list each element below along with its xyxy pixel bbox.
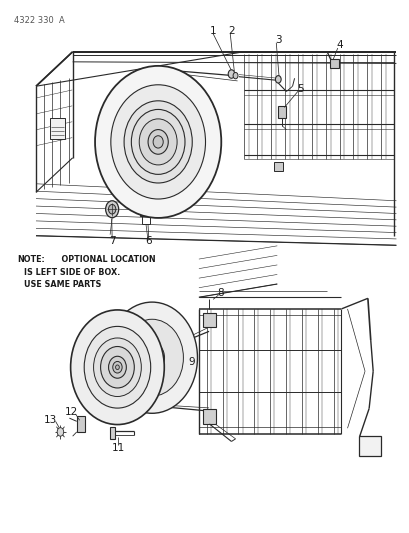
Text: 12: 12 [65,407,78,417]
Text: 4322 330  A: 4322 330 A [13,16,64,25]
Bar [274,161,283,171]
Ellipse shape [139,342,164,373]
Text: NOTE:: NOTE: [18,255,45,264]
Ellipse shape [84,326,151,408]
Text: IS LEFT SIDE OF BOX.: IS LEFT SIDE OF BOX. [24,268,120,277]
Circle shape [233,72,237,79]
Bar [330,59,339,68]
Text: 1: 1 [209,26,216,36]
Text: 11: 11 [111,443,125,453]
Circle shape [228,70,234,78]
Ellipse shape [131,109,184,174]
Text: 13: 13 [43,415,57,425]
Ellipse shape [110,85,205,199]
Ellipse shape [108,356,126,378]
Ellipse shape [93,338,141,397]
Bar [140,207,151,216]
Bar [278,107,286,118]
Ellipse shape [148,130,168,154]
Ellipse shape [153,136,163,148]
Text: USE SAME PARTS: USE SAME PARTS [24,280,101,289]
Text: 8: 8 [216,288,223,298]
Ellipse shape [124,101,192,183]
Text: 9: 9 [188,357,194,367]
Ellipse shape [95,66,221,218]
Bar [76,416,85,432]
Text: OPTIONAL LOCATION: OPTIONAL LOCATION [56,255,155,264]
Circle shape [106,201,118,217]
Ellipse shape [70,310,164,425]
Ellipse shape [106,302,197,413]
Circle shape [275,76,281,83]
Text: 6: 6 [145,236,152,246]
Circle shape [145,350,158,366]
Circle shape [108,205,115,214]
Text: 10: 10 [127,314,140,325]
Text: 5: 5 [297,84,303,94]
Ellipse shape [115,365,119,369]
Ellipse shape [112,361,122,373]
Text: 2: 2 [227,26,234,36]
Bar [202,313,216,327]
Text: 3: 3 [274,35,281,45]
Ellipse shape [120,319,183,396]
Ellipse shape [100,346,134,388]
Bar [202,409,216,424]
Bar [110,426,115,439]
Circle shape [57,427,63,436]
Bar [357,436,380,456]
Ellipse shape [139,119,177,165]
Text: 7: 7 [108,236,115,246]
Bar [50,118,64,139]
Text: 4: 4 [336,41,343,51]
